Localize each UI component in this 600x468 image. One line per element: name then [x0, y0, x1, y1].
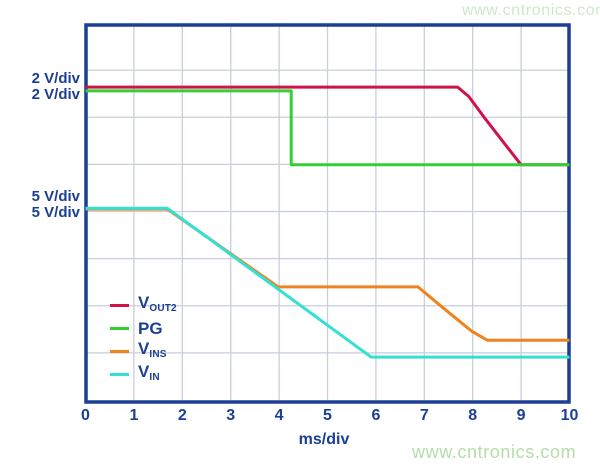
x-tick-label-9: 9 — [516, 407, 526, 424]
legend-item-vout2: VOUT2 — [110, 294, 177, 317]
legend-label-pg: PG — [138, 319, 163, 338]
plot-border — [84, 23, 571, 404]
x-tick-label-10: 10 — [560, 407, 579, 424]
x-tick-label-0: 0 — [81, 407, 90, 424]
y-scale-label-2vdiv: 2 V/div 2 V/div — [0, 71, 80, 103]
scale-label-vout2: 2 V/div — [31, 70, 80, 87]
legend: VOUT2 PG VINS VIN — [110, 294, 177, 386]
legend-label-vins: VINS — [138, 339, 167, 360]
x-tick-label-6: 6 — [371, 407, 381, 424]
series-line-v_in — [85, 206, 570, 359]
series-lines — [85, 85, 570, 359]
legend-label-sub-vout2: OUT2 — [149, 303, 177, 314]
legend-item-vins: VINS — [110, 340, 177, 363]
legend-label-vin: VIN — [138, 362, 160, 383]
x-axis-title: ms/div — [298, 431, 350, 448]
scale-label-vin: 5 V/div — [31, 204, 80, 221]
x-tick-label-4: 4 — [274, 407, 284, 424]
scale-label-vins: 5 V/div — [31, 188, 80, 205]
x-tick-label-3: 3 — [226, 407, 236, 424]
x-tick-label-7: 7 — [419, 407, 429, 424]
legend-label-sub-vins: INS — [149, 349, 167, 360]
legend-dash-vins — [110, 350, 129, 353]
x-tick-label-2: 2 — [177, 407, 187, 424]
series-line-pg — [85, 89, 570, 167]
watermark-top: www.cntronics.com — [462, 2, 600, 19]
legend-dash-vout2 — [110, 304, 129, 307]
legend-label-vout2: VOUT2 — [138, 293, 177, 314]
x-tick-label-8: 8 — [468, 407, 478, 424]
x-tick-label-1: 1 — [129, 407, 139, 424]
legend-item-vin: VIN — [110, 363, 177, 386]
x-tick-label-5: 5 — [323, 407, 332, 424]
watermark-bottom: www.cntronics.com — [412, 442, 577, 462]
legend-dash-pg — [110, 327, 129, 330]
legend-dash-vin — [110, 373, 129, 376]
y-scale-label-5vdiv: 5 V/div 5 V/div — [0, 189, 80, 221]
legend-item-pg: PG — [110, 317, 177, 340]
scale-label-pg: 2 V/div — [31, 86, 80, 103]
legend-label-sub-vin: IN — [149, 372, 160, 383]
